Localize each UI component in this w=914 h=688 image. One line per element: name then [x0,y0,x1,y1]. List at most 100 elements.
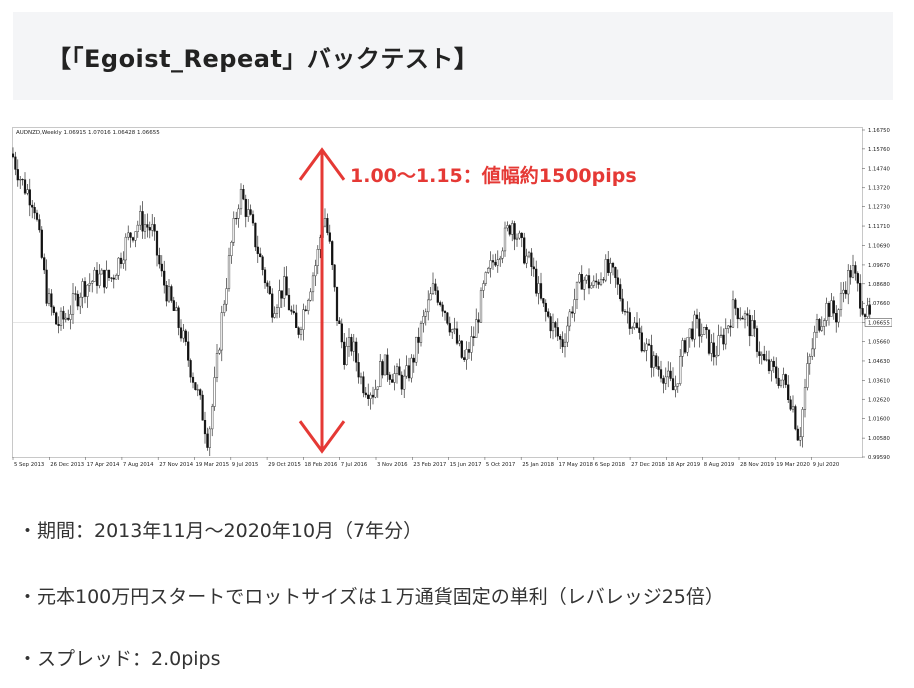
candle-body [815,319,819,333]
candle-body [791,406,795,410]
y-tick-label: 1.04630 [868,359,891,365]
candle-body [381,361,384,376]
candle-body [47,293,51,304]
candle-body [227,255,231,289]
candle-body [794,406,797,430]
candle-body [71,293,75,315]
candle-body [549,316,552,332]
candle-body [460,340,463,358]
candle-body [59,310,63,327]
candle-body [607,259,610,273]
x-tick-label: 7 Aug 2014 [123,462,154,468]
candle-body [741,317,744,320]
candle-body [134,231,137,241]
candle-body [376,386,379,390]
candle-body [575,281,579,300]
candle-body [547,311,550,317]
candle-body [379,361,382,388]
candle-body [119,257,123,264]
candle-body [218,349,221,354]
candle-body [455,328,459,344]
candle-body [837,309,840,323]
candle-body [95,269,99,286]
candle-body [431,283,435,294]
candle-body [520,232,523,238]
candle-body [247,209,250,217]
candle-body [839,292,843,310]
candle-body [443,311,447,313]
candle-body [537,283,540,294]
candle-body [232,218,235,243]
candle-body [235,218,238,220]
candle-body [122,259,125,264]
candle-body [700,334,703,337]
candle-body [811,348,814,357]
candle-body [743,313,747,320]
candle-body [775,366,778,379]
candle-body [525,255,528,264]
candle-body [83,281,87,297]
candle-body [124,236,127,261]
candle-body [263,269,267,284]
y-tick-label: 1.05660 [868,339,891,345]
candle-body [806,363,809,388]
candle-body [475,319,478,338]
candle-body [177,307,180,328]
candle-body [280,290,283,299]
x-tick-label: 9 Jul 2020 [813,462,840,468]
candle-body [400,374,403,390]
candle-body [484,272,487,284]
candle-body [772,360,775,367]
candle-body [220,312,223,351]
candle-body [35,212,39,220]
candle-body [441,304,444,312]
candle-body [302,309,305,330]
candle-body [844,289,847,295]
candle-body [748,314,751,337]
candle-body [835,313,838,323]
candle-body [599,279,603,285]
candle-body [367,394,370,399]
candle-body [268,286,271,295]
candle-body [40,229,43,258]
candle-body [57,323,60,327]
candle-body [249,209,252,215]
candle-body [477,319,480,323]
candle-body [201,394,204,421]
candle-body [623,311,627,313]
y-tick-label: 1.10690 [868,243,891,249]
candle-body [105,269,108,288]
candle-body [746,313,749,316]
candle-body [585,275,588,281]
candle-body [710,342,713,354]
candle-body [242,189,245,200]
y-tick-label: 0.99590 [868,455,891,461]
candle-body [278,290,281,308]
candle-body [676,383,679,387]
candle-body [782,374,785,381]
candle-body [371,394,375,398]
candle-body [251,214,255,224]
candle-body [91,281,94,284]
candle-body [523,237,526,264]
candle-body [436,290,439,303]
candle-body [266,282,269,287]
candle-body [338,320,341,324]
candle-body [184,330,187,342]
candle-body [664,376,667,384]
y-tick-label: 1.07660 [868,301,891,307]
candle-body [172,300,175,311]
candle-body [110,277,113,279]
candle-body [64,317,67,320]
candle-body [628,312,631,329]
y-tick-label: 1.09670 [868,263,891,269]
candle-body [213,377,216,407]
candle-body [374,389,377,398]
candle-body [777,377,780,386]
candle-body [439,302,442,306]
current-price-box [864,318,892,327]
candle-body [93,269,96,282]
candle-body [424,311,427,317]
candle-body [405,365,408,377]
candle-body [479,290,483,323]
